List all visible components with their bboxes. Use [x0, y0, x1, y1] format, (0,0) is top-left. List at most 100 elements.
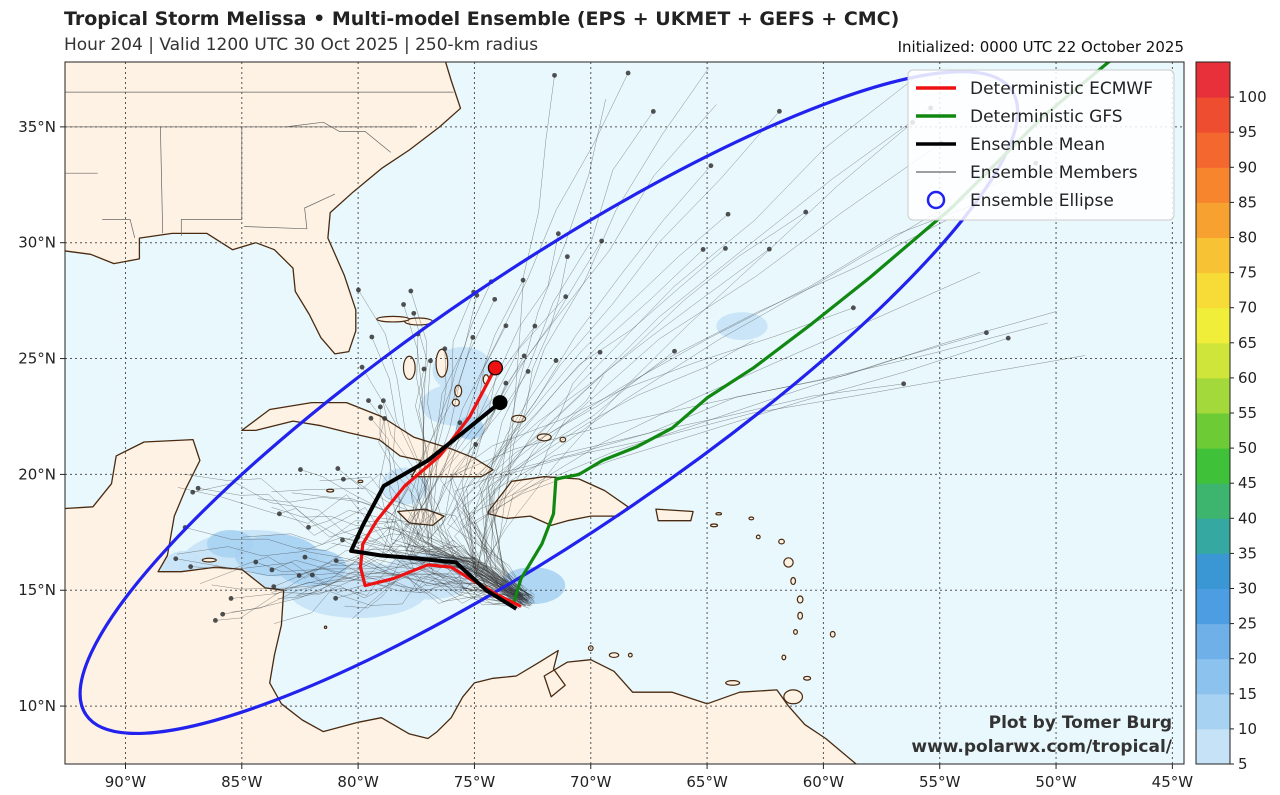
colorbar-bin: [1196, 588, 1230, 625]
colorbar-bin: [1196, 448, 1230, 484]
map-frame: [64, 61, 1185, 765]
member-track: [383, 400, 529, 602]
member-endpoint: [672, 348, 677, 354]
member-track: [468, 332, 987, 607]
member-endpoint: [382, 416, 388, 421]
lat-tick-label: 30°N: [18, 234, 56, 252]
member-endpoint: [984, 330, 989, 336]
colorbar-tick-label: 20: [1238, 650, 1257, 668]
member-endpoint: [553, 358, 559, 363]
colorbar-bin: [1196, 693, 1230, 730]
member-endpoint: [377, 404, 383, 410]
member-track: [480, 352, 601, 604]
colorbar-bin: [1196, 167, 1230, 203]
lat-tick-label: 15°N: [18, 581, 56, 599]
member-track: [475, 355, 1086, 601]
island: [829, 630, 836, 638]
island: [796, 595, 804, 604]
member-endpoint: [521, 353, 527, 359]
member-track: [255, 561, 530, 607]
colorbar-bin: [1196, 237, 1230, 274]
island: [803, 675, 812, 681]
colorbar-bin: [1196, 658, 1230, 695]
member-track: [454, 142, 942, 596]
colorbar-bin: [1196, 413, 1230, 449]
member-track: [185, 527, 516, 600]
island: [376, 315, 410, 323]
initialized-time: Initialized: 0000 UTC 22 October 2025: [897, 38, 1184, 56]
colorbar-tick-label: 5: [1238, 755, 1248, 773]
state-border: [102, 219, 136, 239]
lon-tick-label: 55°W: [919, 773, 961, 791]
member-track: [271, 488, 528, 596]
member-endpoint: [220, 611, 226, 617]
lat-tick-label: 25°N: [18, 350, 56, 368]
member-endpoint: [503, 380, 509, 386]
member-endpoint: [597, 349, 603, 355]
member-track: [176, 537, 519, 598]
colorbar-tick-label: 35: [1238, 544, 1257, 562]
probability-area: [206, 530, 254, 558]
member-track: [408, 295, 531, 607]
member-track: [271, 544, 521, 607]
island: [790, 576, 797, 586]
member-endpoint: [1005, 335, 1011, 341]
member-endpoint: [401, 302, 406, 307]
member-endpoint: [296, 573, 302, 578]
island: [627, 652, 633, 658]
member-track: [440, 72, 629, 599]
member-endpoint: [457, 420, 463, 426]
member-endpoint: [269, 567, 275, 573]
colorbar-bin: [1196, 553, 1230, 589]
lon-tick-label: 80°W: [337, 773, 379, 791]
member-track: [337, 468, 514, 601]
member-track: [496, 75, 555, 600]
island: [783, 557, 794, 568]
member-track: [190, 548, 513, 596]
lat-tick-label: 35°N: [18, 118, 56, 136]
member-endpoint: [212, 617, 218, 623]
chart-title: Tropical Storm Melissa • Multi-model Ens…: [64, 8, 900, 30]
colorbar-tick-label: 10: [1238, 720, 1257, 738]
colorbar-bin: [1196, 377, 1230, 414]
colorbar-tick-label: 100: [1238, 88, 1267, 106]
island: [326, 488, 335, 493]
member-track: [336, 547, 514, 603]
member-endpoint: [421, 366, 427, 372]
colorbar-bin: [1196, 483, 1230, 519]
colorbar-tick-label: 90: [1238, 158, 1257, 176]
colorbar-bin: [1196, 97, 1230, 133]
ecmwf-endpoint: [487, 360, 503, 376]
lon-tick-label: 60°W: [803, 773, 845, 791]
colorbar-tick-label: 55: [1238, 404, 1257, 422]
member-track: [379, 406, 531, 596]
colorbar-bin: [1196, 342, 1230, 379]
island: [793, 629, 798, 635]
member-endpoint: [563, 294, 569, 300]
member-track: [491, 78, 914, 597]
island: [454, 384, 463, 398]
member-track: [358, 289, 527, 600]
member-track: [304, 549, 522, 607]
member-track: [291, 492, 520, 609]
island: [797, 611, 804, 620]
member-endpoint: [725, 211, 731, 217]
member-track: [410, 313, 523, 596]
member-endpoint: [195, 485, 201, 491]
lon-tick-label: 45°W: [1152, 773, 1194, 791]
island: [402, 355, 416, 381]
colorbar-tick-label: 75: [1238, 264, 1257, 282]
mean-endpoint: [492, 395, 508, 411]
legend-label: Ensemble Mean: [970, 135, 1105, 155]
member-endpoint: [552, 72, 557, 78]
member-endpoint: [253, 559, 259, 565]
member-track: [447, 249, 704, 600]
member-endpoint: [368, 415, 374, 421]
member-endpoint: [492, 296, 498, 302]
island: [725, 679, 741, 686]
member-track: [494, 98, 606, 606]
legend-label: Ensemble Members: [970, 163, 1138, 183]
colorbar-bin: [1196, 132, 1230, 168]
member-endpoint: [408, 288, 414, 294]
member-endpoint: [723, 246, 728, 251]
